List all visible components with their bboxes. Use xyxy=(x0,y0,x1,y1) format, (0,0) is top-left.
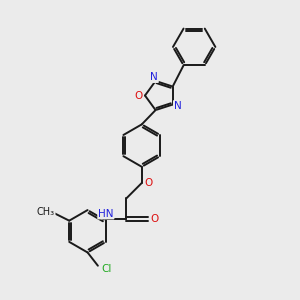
Text: O: O xyxy=(150,214,158,224)
Text: O: O xyxy=(134,91,142,100)
Text: N: N xyxy=(150,72,158,82)
Text: O: O xyxy=(144,178,152,188)
Text: HN: HN xyxy=(98,208,114,219)
Text: CH₃: CH₃ xyxy=(37,207,55,217)
Text: N: N xyxy=(174,101,182,111)
Text: Cl: Cl xyxy=(101,264,111,274)
